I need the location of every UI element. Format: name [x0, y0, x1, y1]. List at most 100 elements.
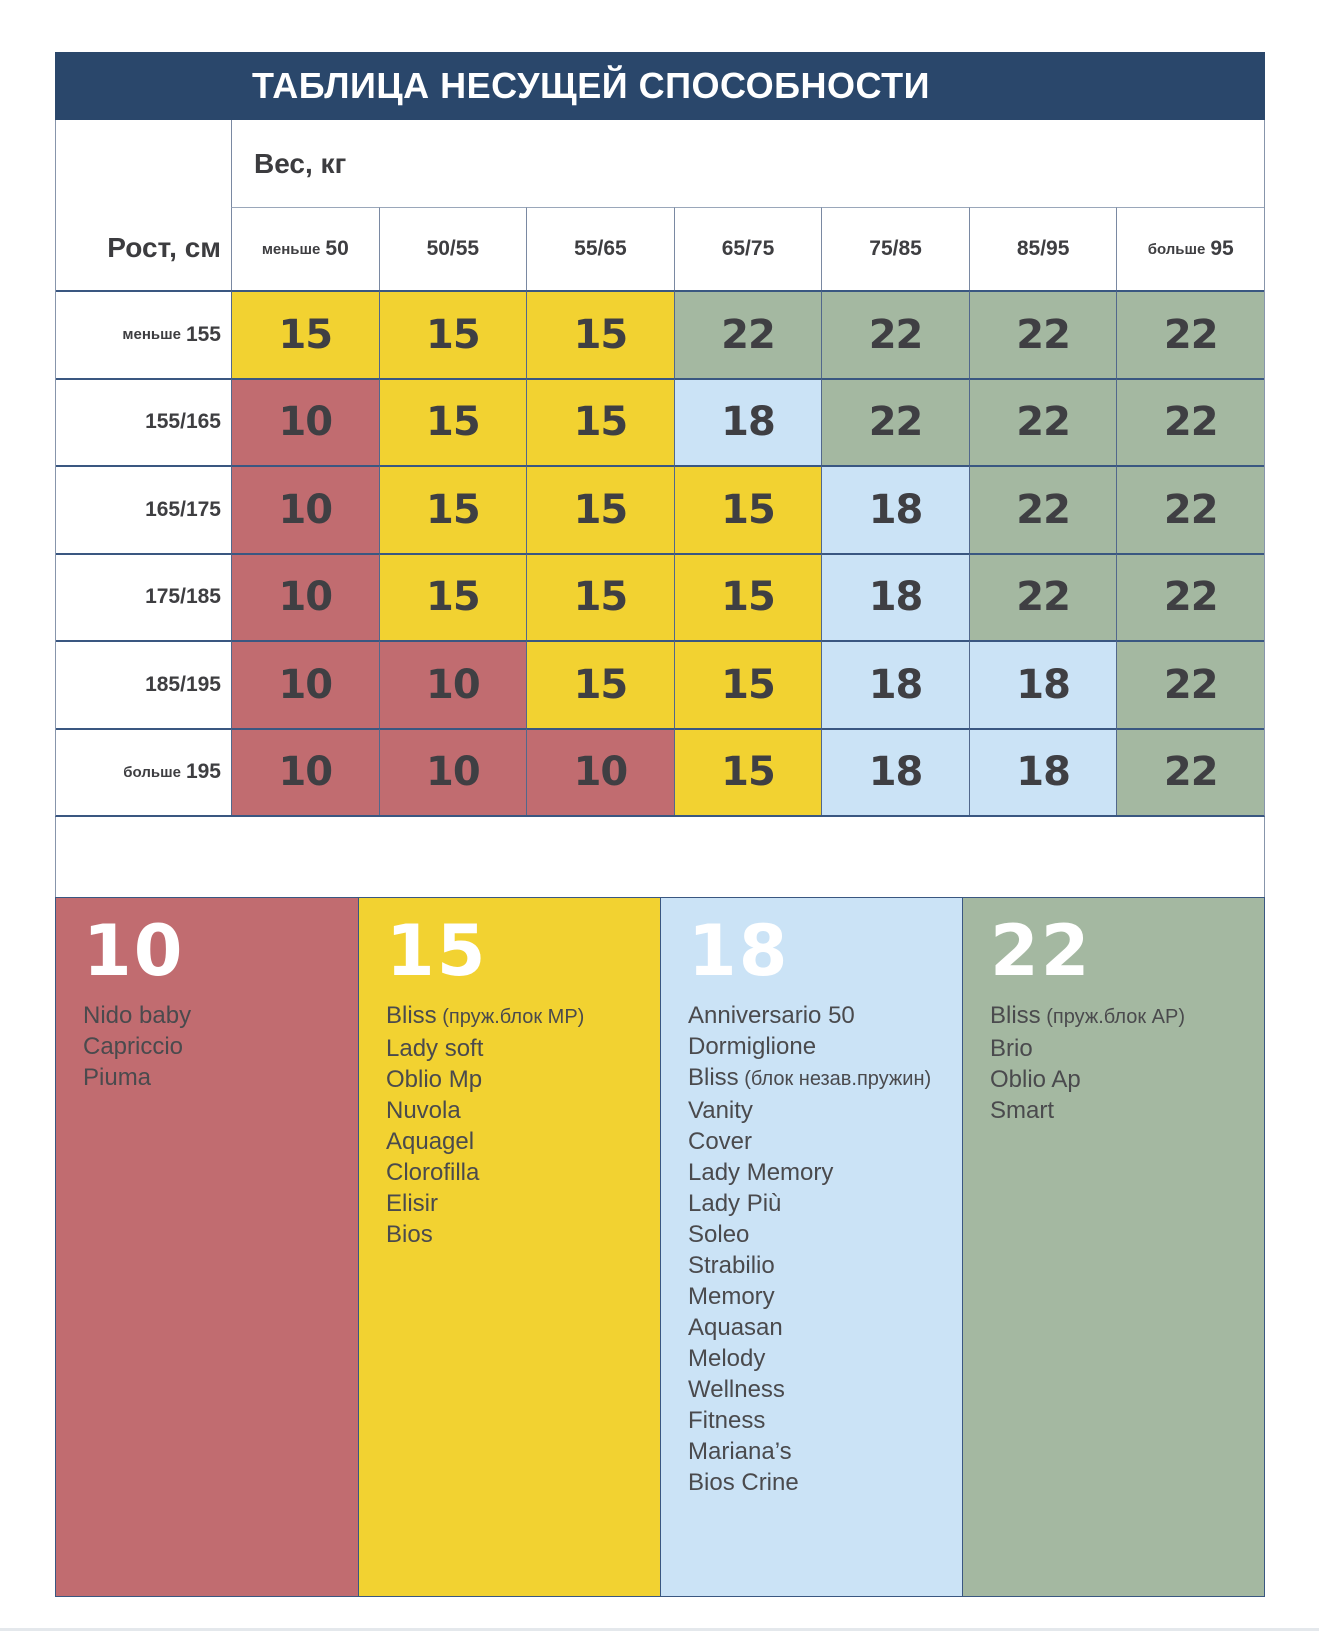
label-value: 155/165: [145, 410, 221, 434]
label-value: 95: [1210, 237, 1234, 260]
height-row-label: 165/175: [56, 465, 231, 553]
capacity-cell: 22: [673, 290, 822, 378]
product-name: Soleo: [688, 1221, 750, 1248]
capacity-cell: 18: [821, 465, 969, 553]
legend-item: Lady Memory: [688, 1157, 944, 1188]
product-name: Bios: [386, 1221, 433, 1248]
capacity-cell: 22: [968, 377, 1117, 465]
legend-value: 18: [688, 910, 790, 992]
capacity-cell: 10: [231, 377, 379, 465]
legend-item: Lady soft: [386, 1033, 642, 1064]
spacer-row: [55, 817, 1265, 897]
capacity-cell: 22: [968, 290, 1117, 378]
label-value: 165/175: [145, 497, 221, 521]
product-name: Piuma: [83, 1064, 152, 1091]
height-row-label: больше 195: [56, 727, 231, 815]
legend-item: Bliss (пруж.блок AP): [990, 1000, 1246, 1033]
legend-item: Strabilio: [688, 1250, 944, 1281]
capacity-cell: 22: [1116, 377, 1264, 465]
legend-item: Cover: [688, 1126, 944, 1157]
product-name: Brio: [990, 1035, 1033, 1062]
product-name: Vanity: [688, 1097, 753, 1124]
capacity-cell: 22: [1116, 640, 1264, 728]
legend-item: Lady Più: [688, 1188, 944, 1219]
weight-column-header: 50/55: [378, 207, 527, 290]
weight-column-header: 75/85: [821, 207, 969, 290]
capacity-cell: 18: [821, 552, 969, 640]
capacity-cell: 18: [968, 640, 1117, 728]
legend-item: Anniversario 50: [688, 1000, 944, 1031]
capacity-cell: 22: [821, 290, 969, 378]
legend-item: Smart: [990, 1095, 1246, 1126]
height-axis-label: Рост, см: [107, 232, 221, 263]
capacity-cell: 10: [231, 465, 379, 553]
legend-block: 18 Anniversario 50 Dormiglione Bliss (блок …: [660, 898, 962, 1596]
product-name: Bliss: [688, 1064, 739, 1091]
page-title: ТАБЛИЦА НЕСУЩЕЙ СПОСОБНОСТИ: [252, 65, 930, 106]
legend-item: Brio: [990, 1033, 1246, 1064]
product-name: Capriccio: [83, 1033, 184, 1060]
legend-item: Memory: [688, 1281, 944, 1312]
legend-item: Capriccio: [83, 1031, 340, 1062]
capacity-cell: 22: [968, 465, 1117, 553]
product-name: Lady Memory: [688, 1159, 834, 1186]
product-name: Wellness: [688, 1376, 785, 1403]
product-name: Dormiglione: [688, 1033, 817, 1060]
product-name: Bliss: [386, 1002, 437, 1029]
product-name: Smart: [990, 1097, 1055, 1124]
product-name: Lady Più: [688, 1190, 782, 1217]
legend-item: Vanity: [688, 1095, 944, 1126]
legend-item: Soleo: [688, 1219, 944, 1250]
capacity-cell: 15: [526, 290, 674, 378]
legend-item: Bliss (блок незав.пружин): [688, 1062, 944, 1095]
capacity-matrix: Рост, см Вес, кг меньше 50 50/55 55/65 65/75…: [55, 120, 1265, 817]
legend-item: Aquagel: [386, 1126, 642, 1157]
capacity-cell: 15: [378, 290, 527, 378]
legend-item: Oblio Mp: [386, 1064, 642, 1095]
height-row-label: 175/185: [56, 552, 231, 640]
legend-item: Elisir: [386, 1188, 642, 1219]
capacity-cell: 10: [231, 552, 379, 640]
capacity-cell: 15: [378, 377, 527, 465]
capacity-cell: 22: [821, 377, 969, 465]
legend-item: Melody: [688, 1343, 944, 1374]
capacity-cell: 18: [821, 727, 969, 815]
product-name: Elisir: [386, 1190, 438, 1217]
legend-block: 22 Bliss (пруж.блок AP) Brio Oblio Ap Smart: [962, 898, 1264, 1596]
legend-item: Oblio Ap: [990, 1064, 1246, 1095]
legend: 10 Nido baby Capriccio Piuma 15 Bliss (пруж.б…: [55, 897, 1265, 1597]
product-name: Cover: [688, 1128, 753, 1155]
title-bar: ТАБЛИЦА НЕСУЩЕЙ СПОСОБНОСТИ: [55, 52, 1265, 120]
capacity-cell: 10: [231, 640, 379, 728]
capacity-cell: 10: [526, 727, 674, 815]
weight-column-header: меньше 50: [231, 207, 379, 290]
label-value: 75/85: [869, 237, 922, 260]
capacity-cell: 22: [1116, 465, 1264, 553]
legend-item: Clorofilla: [386, 1157, 642, 1188]
label-value: 155: [185, 322, 221, 346]
capacity-cell: 15: [526, 465, 674, 553]
capacity-cell: 15: [378, 552, 527, 640]
capacity-cell: 15: [673, 727, 822, 815]
capacity-cell: 15: [526, 640, 674, 728]
load-capacity-table: ТАБЛИЦА НЕСУЩЕЙ СПОСОБНОСТИ Рост, см Вес…: [55, 52, 1265, 1597]
capacity-cell: 18: [968, 727, 1117, 815]
legend-item: Aquasan: [688, 1312, 944, 1343]
legend-item: Wellness: [688, 1374, 944, 1405]
product-name: Clorofilla: [386, 1159, 480, 1186]
legend-item: Mariana’s: [688, 1436, 944, 1467]
weight-column-header: 55/65: [526, 207, 674, 290]
height-row-label: меньше 155: [56, 290, 231, 378]
height-row-label: 185/195: [56, 640, 231, 728]
weight-axis-label: Вес, кг: [231, 120, 1264, 207]
weight-column-header: больше 95: [1116, 207, 1264, 290]
label-value: 55/65: [574, 237, 627, 260]
product-name: Memory: [688, 1283, 775, 1310]
capacity-cell: 15: [526, 552, 674, 640]
product-name: Strabilio: [688, 1252, 775, 1279]
legend-item: Nuvola: [386, 1095, 642, 1126]
capacity-cell: 22: [1116, 727, 1264, 815]
product-name: Aquagel: [386, 1128, 475, 1155]
product-name: Anniversario 50: [688, 1002, 855, 1029]
